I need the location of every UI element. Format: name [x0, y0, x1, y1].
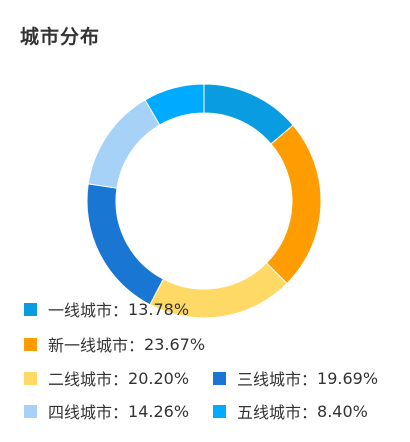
legend-value: 23.67%	[144, 334, 206, 354]
legend-value: 8.40%	[317, 401, 368, 421]
legend-label: 四线城市	[48, 403, 113, 422]
donut-slice-0[interactable]	[203, 83, 294, 145]
donut-slices	[86, 83, 322, 319]
legend-label: 三线城市	[237, 370, 302, 389]
donut-slice-4[interactable]	[87, 99, 161, 189]
legend-label: 一线城市	[48, 301, 113, 320]
legend-item-tier1[interactable]: 一线城市 ： 13.78%	[24, 297, 189, 321]
donut-slice-5[interactable]	[144, 83, 205, 126]
legend-separator: ：	[301, 370, 318, 389]
legend-label: 新一线城市	[48, 336, 129, 355]
legend-separator: ：	[128, 336, 145, 355]
legend-label: 五线城市	[237, 403, 302, 422]
legend-swatch	[213, 404, 226, 418]
legend-value: 14.26%	[128, 401, 190, 421]
legend-separator: ：	[112, 370, 129, 389]
legend-item-tier3[interactable]: 三线城市 ： 19.69%	[213, 366, 378, 390]
legend-value: 13.78%	[128, 299, 190, 319]
legend-swatch	[24, 404, 37, 418]
legend-separator: ：	[112, 301, 129, 320]
legend-swatch	[24, 302, 37, 316]
legend-swatch	[213, 371, 226, 385]
donut-slice-3[interactable]	[86, 183, 164, 306]
legend-item-tier4[interactable]: 四线城市 ： 14.26%	[24, 399, 189, 423]
legend-value: 19.69%	[317, 368, 379, 388]
legend-item-tier5[interactable]: 五线城市 ： 8.40%	[213, 399, 368, 423]
donut-slice-1[interactable]	[265, 124, 322, 285]
legend-item-tier2[interactable]: 二线城市 ： 20.20%	[24, 366, 189, 390]
legend-label: 二线城市	[48, 370, 113, 389]
legend-separator: ：	[112, 403, 129, 422]
chart-title: 城市分布	[20, 26, 101, 48]
legend-swatch	[24, 337, 37, 351]
legend-item-new-tier1[interactable]: 新一线城市 ： 23.67%	[24, 332, 205, 356]
legend-swatch	[24, 371, 37, 385]
legend-separator: ：	[301, 403, 318, 422]
legend-value: 20.20%	[128, 368, 190, 388]
